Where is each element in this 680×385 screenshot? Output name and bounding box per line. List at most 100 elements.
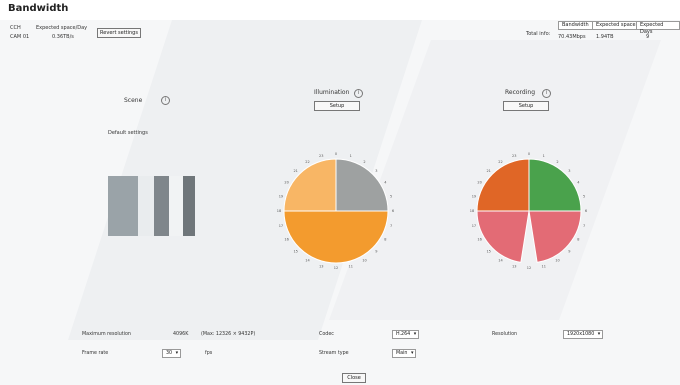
recording-tick-22: 22: [498, 160, 502, 164]
recording-tick-5: 5: [583, 194, 585, 198]
illumination-tick-7: 7: [390, 224, 392, 228]
bandwidth-value: 70.43Mbps: [558, 34, 586, 40]
illumination-tick-4: 4: [384, 181, 387, 185]
illumination-slice-orange: [283, 210, 389, 264]
scene-panel-5: [183, 176, 195, 236]
illumination-tick-13: 13: [319, 264, 323, 268]
scene-panel-4: [169, 176, 183, 236]
illumination-tick-3: 3: [375, 169, 377, 173]
illumination-tick-0: 0: [335, 152, 337, 156]
frame-rate-label: Frame rate: [82, 351, 109, 356]
illumination-tick-12: 12: [334, 266, 338, 270]
recording-tick-10: 10: [555, 259, 559, 263]
illumination-tick-23: 23: [319, 154, 323, 158]
illumination-tick-17: 17: [279, 224, 283, 228]
illumination-tick-6: 6: [392, 209, 394, 213]
stream-type-select[interactable]: Main: [392, 349, 417, 358]
illumination-label: Illumination: [314, 89, 350, 96]
row-camera-name: CAM 01: [10, 34, 30, 40]
recording-tick-18: 18: [470, 209, 474, 213]
expected-space-value: 1.94TB: [596, 34, 614, 40]
recording-tick-14: 14: [498, 259, 503, 263]
recording-label: Recording: [505, 89, 536, 96]
illumination-tick-9: 9: [375, 250, 377, 254]
illumination-tick-2: 2: [363, 160, 365, 164]
illumination-tick-5: 5: [390, 194, 392, 198]
recording-setup-button[interactable]: Setup: [503, 101, 549, 111]
frame-rate-select[interactable]: 30: [162, 349, 182, 358]
resolution-select[interactable]: 1920x1080: [563, 330, 604, 339]
default-settings-label: Default settings: [108, 130, 148, 136]
header-cch: CCH: [10, 25, 21, 31]
recording-tick-0: 0: [528, 152, 530, 156]
illumination-tick-21: 21: [293, 169, 297, 173]
scene-panel-1: [108, 176, 138, 236]
illumination-setup-button[interactable]: Setup: [314, 101, 360, 111]
recording-tick-17: 17: [472, 224, 476, 228]
illumination-tick-1: 1: [350, 154, 352, 158]
recording-tick-15: 15: [486, 250, 490, 254]
recording-tick-20: 20: [477, 181, 481, 185]
illumination-slice-light-orange: [283, 158, 337, 212]
illumination-tick-22: 22: [305, 160, 309, 164]
recording-slice-red-orange: [476, 158, 530, 212]
page-title: Bandwidth: [8, 3, 69, 14]
recording-tick-4: 4: [577, 181, 580, 185]
recording-tick-9: 9: [568, 250, 570, 254]
expected-days-value: 9: [646, 34, 650, 40]
total-info-label: Total info:: [526, 31, 551, 37]
recording-tick-11: 11: [542, 264, 546, 268]
recording-tick-8: 8: [577, 238, 579, 242]
revert-settings-button[interactable]: Revert settings: [97, 28, 141, 38]
maximum-resolution-extra: (Max: 12326 × 9432P): [201, 332, 256, 337]
recording-slice-green: [528, 158, 582, 212]
illumination-slice-gray: [335, 158, 389, 212]
recording-tick-3: 3: [568, 169, 570, 173]
scene-info-icon[interactable]: i: [161, 96, 170, 105]
scene-label: Scene: [124, 97, 143, 104]
header-expected-space-day: Expected space/Day: [36, 25, 88, 31]
illumination-tick-20: 20: [284, 181, 288, 185]
stream-type-label: Stream type: [319, 351, 349, 356]
recording-tick-1: 1: [543, 154, 545, 158]
window-titlebar: Bandwidth: [0, 0, 680, 20]
illumination-tick-14: 14: [305, 259, 310, 263]
recording-slice-pink-right: [528, 210, 582, 263]
maximum-resolution-label: Maximum resolution: [82, 332, 131, 337]
recording-tick-21: 21: [486, 169, 490, 173]
frame-rate-unit: fps: [205, 351, 213, 356]
recording-tick-19: 19: [472, 194, 476, 198]
codec-label: Codec: [319, 332, 334, 337]
tab-expected-days[interactable]: Expected Days: [636, 21, 680, 35]
close-button[interactable]: Close: [342, 373, 366, 383]
maximum-resolution-value: 4096K: [173, 332, 189, 337]
recording-tick-2: 2: [556, 160, 558, 164]
illumination-tick-18: 18: [277, 209, 281, 213]
illumination-tick-19: 19: [279, 194, 283, 198]
recording-info-icon[interactable]: i: [542, 89, 551, 98]
illumination-tick-8: 8: [384, 238, 386, 242]
resolution-label: Resolution: [492, 332, 518, 337]
recording-tick-13: 13: [512, 264, 516, 268]
scene-panel-3: [154, 176, 169, 236]
codec-select[interactable]: H.264: [392, 330, 420, 339]
illumination-tick-15: 15: [293, 250, 297, 254]
scene-thumbnail: [108, 176, 195, 236]
recording-tick-23: 23: [512, 154, 516, 158]
illumination-tick-16: 16: [284, 238, 288, 242]
scene-panel-2: [138, 176, 154, 236]
recording-tick-16: 16: [477, 238, 481, 242]
tab-bandwidth[interactable]: Bandwidth: [558, 21, 593, 30]
recording-tick-6: 6: [585, 209, 587, 213]
illumination-info-icon[interactable]: i: [354, 89, 363, 98]
illumination-tick-10: 10: [362, 259, 366, 263]
tab-expected-space[interactable]: Expected space: [592, 21, 640, 30]
recording-slice-pink-left: [476, 210, 530, 263]
recording-tick-12: 12: [527, 266, 531, 270]
recording-tick-7: 7: [583, 224, 585, 228]
illumination-tick-11: 11: [349, 264, 353, 268]
row-space-value: 0.36TB/s: [52, 34, 74, 40]
